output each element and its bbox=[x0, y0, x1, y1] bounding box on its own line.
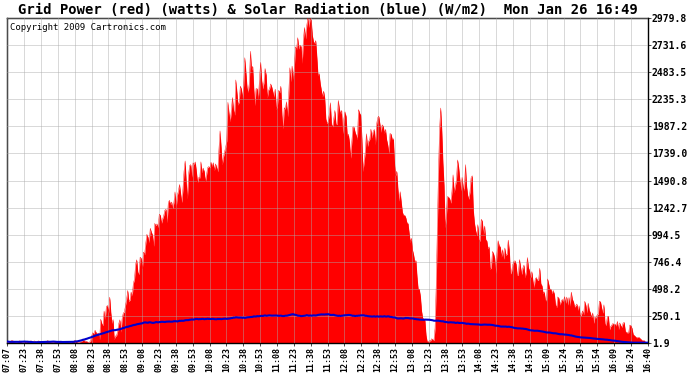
Title: Grid Power (red) (watts) & Solar Radiation (blue) (W/m2)  Mon Jan 26 16:49: Grid Power (red) (watts) & Solar Radiati… bbox=[18, 3, 638, 17]
Text: Copyright 2009 Cartronics.com: Copyright 2009 Cartronics.com bbox=[10, 23, 166, 32]
